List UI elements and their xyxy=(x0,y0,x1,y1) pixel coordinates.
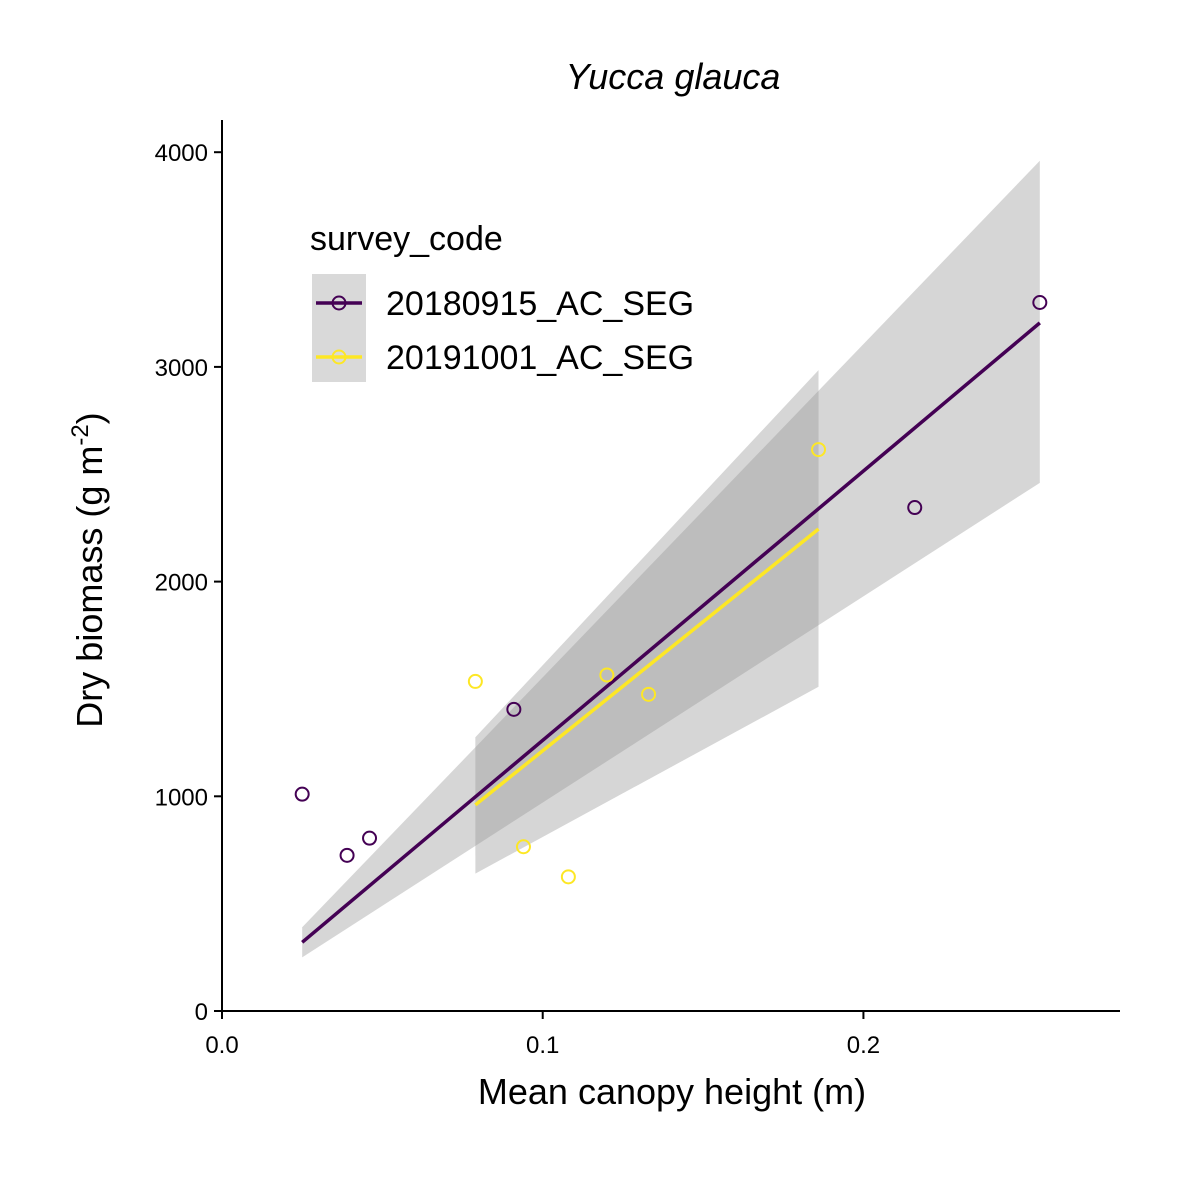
x-tick-label: 0.0 xyxy=(205,1032,238,1059)
data-point-1-2 xyxy=(339,847,355,863)
fit-line-2 xyxy=(474,527,820,807)
confidence-bands xyxy=(302,160,1040,958)
chart-title: Yucca glauca xyxy=(566,56,781,97)
confidence-band-1 xyxy=(302,160,1040,958)
data-point-2-6 xyxy=(811,442,827,458)
y-axis-title-superscript: -2 xyxy=(67,424,94,445)
legend-items: 20180915_AC_SEG 20191001_AC_SEG xyxy=(316,285,694,377)
fit-line-1 xyxy=(301,321,1041,944)
legend-label-1: 20180915_AC_SEG xyxy=(386,285,694,323)
y-axis-title: Dry biomass (g m-2) xyxy=(67,412,110,727)
x-tick-label: 0.1 xyxy=(526,1032,559,1059)
x-axis-title: Mean canopy height (m) xyxy=(478,1071,866,1112)
legend-marker-2 xyxy=(331,349,347,365)
legend-key-background xyxy=(312,274,366,382)
x-tick-label: 0.2 xyxy=(847,1032,880,1059)
data-point-2-4 xyxy=(599,667,615,683)
data-point-1-3 xyxy=(362,830,378,846)
y-axis-title-main: Dry biomass (g m xyxy=(69,446,110,728)
data-point-1-6 xyxy=(1032,294,1048,310)
data-point-1-4 xyxy=(506,701,522,717)
data-point-1-1 xyxy=(294,786,310,802)
legend-marker-1 xyxy=(331,295,347,311)
y-tick-label: 4000 xyxy=(155,140,208,167)
y-tick-label: 0 xyxy=(195,999,208,1026)
data-point-2-3 xyxy=(560,869,576,885)
y-tick-label: 2000 xyxy=(155,570,208,597)
legend-title: survey_code xyxy=(310,220,503,258)
y-tick-label: 3000 xyxy=(155,355,208,382)
y-axis-title-end: ) xyxy=(69,412,110,424)
data-point-2-1 xyxy=(467,673,483,689)
y-tick-label: 1000 xyxy=(155,784,208,811)
data-point-2-2 xyxy=(515,839,531,855)
fit-lines xyxy=(301,321,1041,944)
legend: survey_code 20180915_AC_SEG 20191001_AC_S… xyxy=(310,220,694,382)
confidence-band-2 xyxy=(475,370,819,874)
data-points xyxy=(294,294,1048,885)
data-point-2-5 xyxy=(641,686,657,702)
data-point-1-5 xyxy=(907,500,923,516)
legend-label-2: 20191001_AC_SEG xyxy=(386,339,694,377)
axes: 0 1000 2000 3000 4000 0.0 0.1 0.2 xyxy=(155,120,1120,1059)
